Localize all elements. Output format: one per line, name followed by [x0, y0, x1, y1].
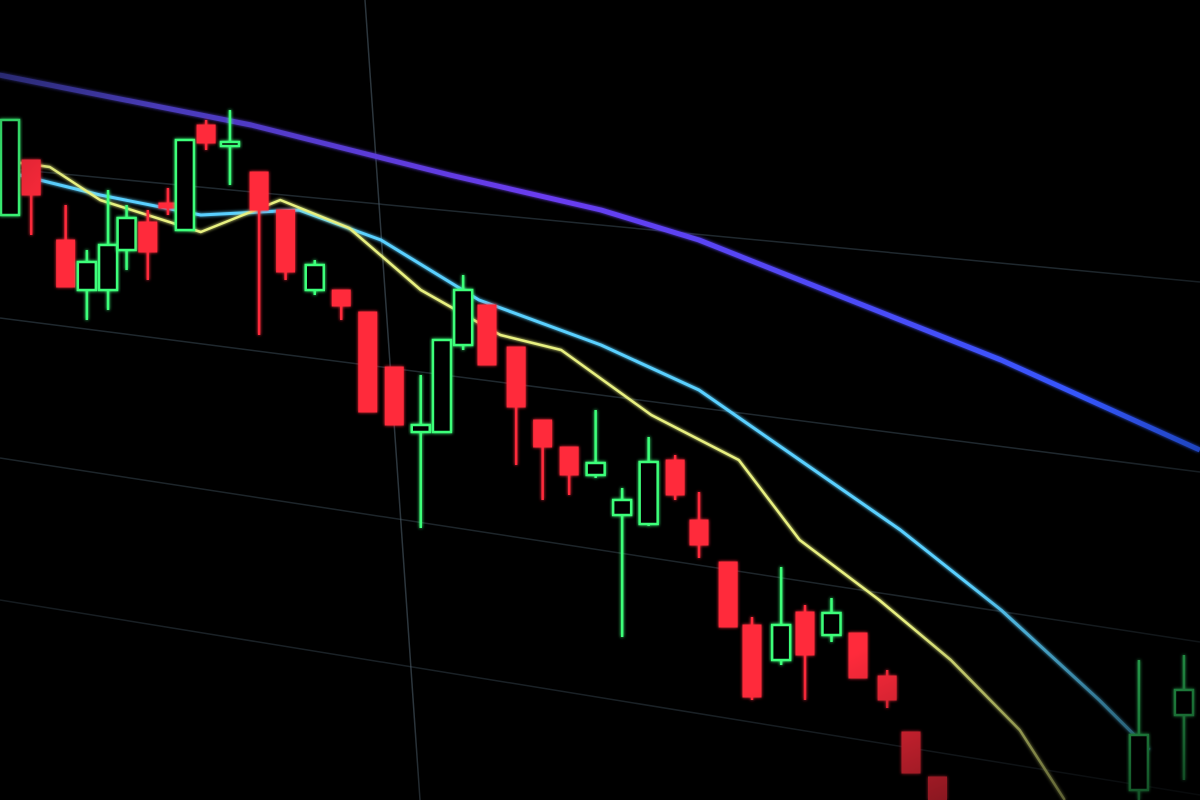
- candlestick-chart: [0, 0, 1200, 800]
- vignette: [0, 0, 1200, 800]
